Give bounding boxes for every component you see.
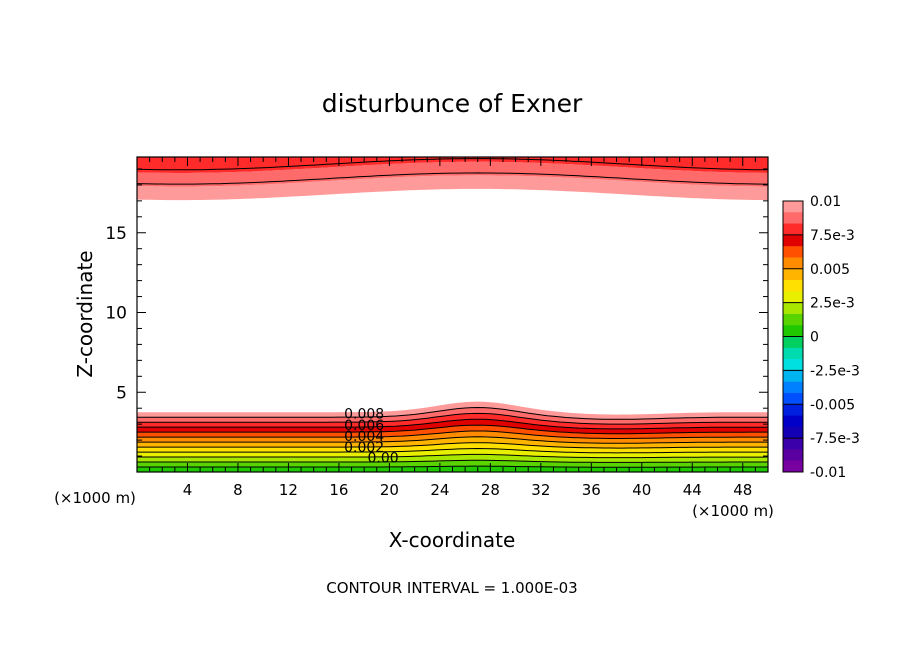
colorbar-swatch xyxy=(783,336,803,349)
contour-label: 0.00 xyxy=(368,451,399,467)
contour-lines xyxy=(136,158,769,468)
contour-line-bottom xyxy=(137,453,769,459)
colorbar-swatch xyxy=(783,347,803,360)
colorbar-label: 0.005 xyxy=(810,262,850,278)
contour-band-bottom xyxy=(137,407,768,425)
x-tick-label: 20 xyxy=(380,481,399,499)
x-tick-label: 28 xyxy=(481,481,500,499)
x-unit-label: (×1000 m) xyxy=(54,489,136,507)
x-tick-label: 16 xyxy=(329,481,348,499)
contour-band-bottom xyxy=(137,436,768,449)
colorbar-swatch xyxy=(783,268,803,281)
colorbar-label: -7.5e-3 xyxy=(810,431,860,447)
contour-fills xyxy=(137,157,768,472)
colorbar-swatch xyxy=(783,392,803,405)
colorbar-swatch xyxy=(783,223,803,236)
contour-band-bottom xyxy=(137,448,768,458)
colorbar-swatch xyxy=(783,246,803,258)
contour-band-bottom xyxy=(137,419,768,434)
colorbar-label: -2.5e-3 xyxy=(810,363,860,379)
colorbar-swatch xyxy=(783,313,803,326)
contour-line-bottom xyxy=(137,418,769,430)
colorbar-swatch xyxy=(783,291,803,304)
chart-title: disturbunce of Exner xyxy=(322,89,583,118)
colorbar-swatch xyxy=(783,460,803,473)
contour-band-bottom xyxy=(137,413,768,429)
contour-label: 0.004 xyxy=(344,429,384,445)
contour-label: 0.008 xyxy=(344,406,384,422)
colorbar-swatch xyxy=(783,438,803,450)
colorbar-swatch xyxy=(783,234,803,247)
x-tick-label: 32 xyxy=(531,481,550,499)
colorbar-label: -0.01 xyxy=(810,465,846,481)
x-tick-label: 48 xyxy=(733,481,752,499)
contour-line-bottom xyxy=(137,424,768,435)
colorbar-swatch xyxy=(783,404,803,417)
y-tick-label: 10 xyxy=(105,304,127,324)
colorbar-label: 2.5e-3 xyxy=(810,296,855,312)
x-tick-label: 4 xyxy=(183,481,193,499)
colorbar-label: 0 xyxy=(810,330,819,346)
colorbar-swatch xyxy=(783,359,803,371)
colorbar-swatch xyxy=(783,280,803,292)
contour-line-bottom xyxy=(137,412,768,425)
colorbar-swatch xyxy=(783,370,803,383)
contour-line-bottom xyxy=(137,465,768,468)
colorbar-label: 7.5e-3 xyxy=(810,228,855,244)
contour-band-bottom xyxy=(137,401,768,420)
y-tick-label: 15 xyxy=(105,224,127,244)
colorbar-swatch xyxy=(783,426,803,439)
contour-line-bottom xyxy=(137,436,768,444)
x-tick-label: 44 xyxy=(683,481,702,499)
contour-line-bottom xyxy=(137,459,768,463)
contour-line-bottom xyxy=(137,406,768,420)
x-tick-label: 8 xyxy=(233,481,243,499)
contour-line-bottom xyxy=(137,442,768,449)
y-axis-title: Z-coordinate xyxy=(73,250,97,377)
contour-band-bottom xyxy=(137,454,768,463)
colorbar-swatch xyxy=(783,302,803,315)
contour-band-top xyxy=(137,157,768,173)
colorbar-swatch xyxy=(783,449,803,462)
contour-line-top xyxy=(136,172,768,185)
contour-interval-note: CONTOUR INTERVAL = 1.000E-03 xyxy=(326,579,577,597)
contour-band-top xyxy=(137,175,768,201)
contour-label: 0.002 xyxy=(344,440,384,456)
contour-line-bottom xyxy=(137,447,768,454)
x-tick-label: 24 xyxy=(430,481,449,499)
colorbar-swatch xyxy=(783,325,803,337)
contour-band-bottom xyxy=(137,442,768,453)
colorbar-swatch xyxy=(783,212,803,225)
x-tick-label: 36 xyxy=(582,481,601,499)
colorbar-swatch xyxy=(783,415,803,428)
x-axis-title: X-coordinate xyxy=(389,528,516,552)
colorbar-label: -0.005 xyxy=(810,397,855,413)
contour-line-bottom xyxy=(137,430,768,439)
y-tick-label: 5 xyxy=(116,383,127,403)
colorbar-swatch xyxy=(783,201,803,213)
x-tick-label: 40 xyxy=(632,481,651,499)
colorbar-swatch xyxy=(783,257,803,270)
x-tick-label: 12 xyxy=(279,481,298,499)
colorbar-swatch xyxy=(783,381,803,394)
colorbar-label: 0.01 xyxy=(810,194,841,210)
x-unit-label-secondary: (×1000 m) xyxy=(692,502,774,520)
contour-band-bottom xyxy=(137,431,768,444)
colorbar: 0.01 7.5e-3 0.005 2.5e-3 0 -2.5e-3 -0.005 -7.5e… xyxy=(782,194,860,481)
contour-label: 0.006 xyxy=(344,418,384,434)
